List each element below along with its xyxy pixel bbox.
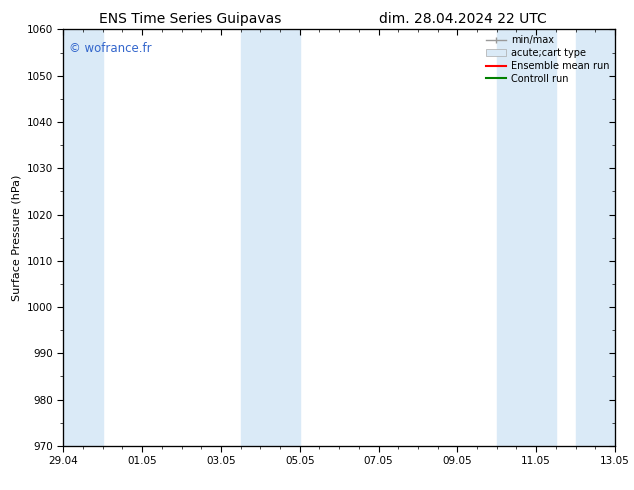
- Bar: [497, 29, 556, 446]
- Text: dim. 28.04.2024 22 UTC: dim. 28.04.2024 22 UTC: [379, 12, 547, 26]
- Text: © wofrance.fr: © wofrance.fr: [69, 42, 152, 55]
- Legend: min/max, acute;cart type, Ensemble mean run, Controll run: min/max, acute;cart type, Ensemble mean …: [482, 31, 613, 88]
- Bar: [63, 29, 103, 446]
- Bar: [576, 29, 615, 446]
- Y-axis label: Surface Pressure (hPa): Surface Pressure (hPa): [11, 174, 21, 301]
- Text: ENS Time Series Guipavas: ENS Time Series Guipavas: [99, 12, 281, 26]
- Bar: [241, 29, 300, 446]
